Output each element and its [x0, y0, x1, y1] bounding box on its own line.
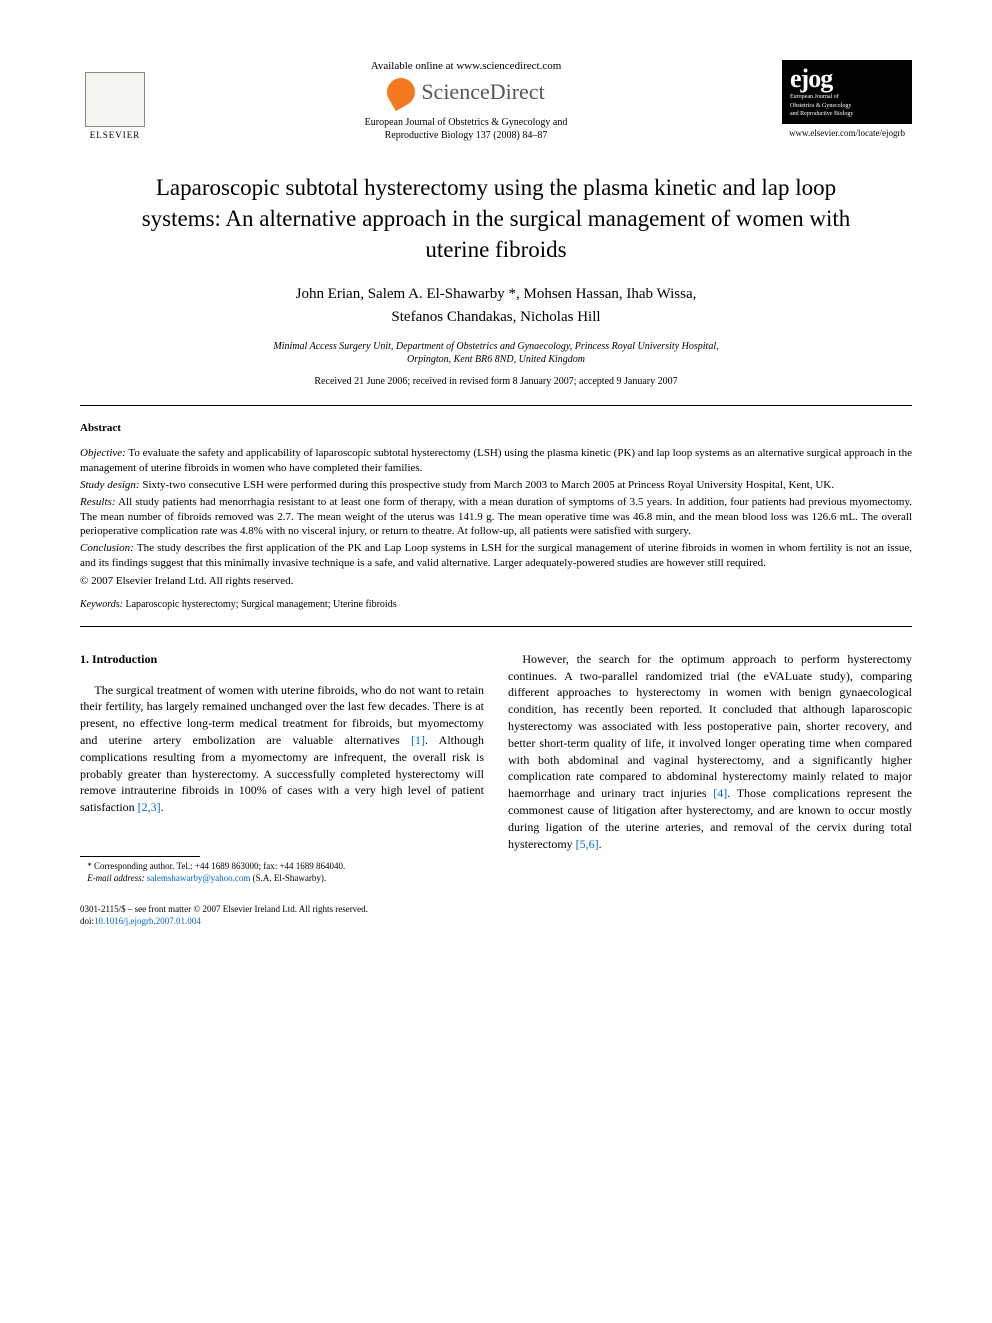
abstract-design: Study design: Sixty-two consecutive LSH … — [80, 478, 912, 493]
ref-1-link[interactable]: [1] — [411, 733, 425, 747]
abstract-copyright: © 2007 Elsevier Ireland Ltd. All rights … — [80, 575, 912, 587]
available-online-text: Available online at www.sciencedirect.co… — [170, 60, 762, 72]
footer-copyright: 0301-2115/$ – see front matter © 2007 El… — [80, 904, 912, 916]
keywords-text: Laparoscopic hysterectomy; Surgical mana… — [125, 599, 396, 610]
email-footnote: E-mail address: salemshawarby@yahoo.com … — [80, 873, 484, 885]
ejog-sub3: and Reproductive Biology — [790, 111, 904, 118]
conclusion-label: Conclusion: — [80, 542, 134, 554]
authors-line1: John Erian, Salem A. El-Shawarby *, Mohs… — [296, 286, 697, 302]
authors: John Erian, Salem A. El-Shawarby *, Mohs… — [80, 283, 912, 328]
abstract-conclusion: Conclusion: The study describes the firs… — [80, 541, 912, 571]
intro-para-1: The surgical treatment of women with ute… — [80, 682, 484, 816]
results-text: All study patients had menorrhagia resis… — [80, 496, 912, 538]
left-column: 1. Introduction The surgical treatment o… — [80, 651, 484, 885]
sciencedirect-logo: ScienceDirect — [170, 78, 762, 106]
elsevier-tree-icon — [85, 72, 145, 127]
journal-citation-line1: European Journal of Obstetrics & Gynecol… — [170, 116, 762, 129]
results-label: Results: — [80, 496, 115, 508]
ejog-main-text: ejog — [790, 66, 904, 92]
authors-line2: Stefanos Chandakas, Nicholas Hill — [391, 309, 600, 325]
ejog-box: ejog European Journal of Obstetrics & Gy… — [782, 60, 912, 124]
conclusion-text: The study describes the first applicatio… — [80, 542, 912, 569]
ref-5-6-link[interactable]: [5,6] — [576, 837, 599, 851]
para2-part3: . — [599, 837, 602, 851]
footer-doi: doi:10.1016/j.ejogrb.2007.01.004 — [80, 916, 912, 928]
abstract-section: Abstract Objective: To evaluate the safe… — [80, 422, 912, 610]
abstract-results: Results: All study patients had menorrha… — [80, 495, 912, 540]
para2-part1: However, the search for the optimum appr… — [508, 652, 912, 800]
objective-text: To evaluate the safety and applicability… — [80, 447, 912, 474]
keywords: Keywords: Laparoscopic hysterectomy; Sur… — [80, 599, 912, 610]
affiliation-line2: Orpington, Kent BR6 8ND, United Kingdom — [407, 354, 585, 365]
doi-label: doi: — [80, 916, 94, 926]
journal-citation-line2: Reproductive Biology 137 (2008) 84–87 — [170, 129, 762, 142]
keywords-label: Keywords: — [80, 599, 123, 610]
design-text: Sixty-two consecutive LSH were performed… — [142, 479, 834, 491]
rule-top — [80, 405, 912, 406]
rule-bottom — [80, 626, 912, 627]
footnote-rule — [80, 856, 200, 857]
elsevier-text: ELSEVIER — [90, 130, 141, 140]
ejog-sub1: European Journal of — [790, 94, 904, 101]
journal-url: www.elsevier.com/locate/ejogrb — [782, 128, 912, 138]
ref-2-3-link[interactable]: [2,3] — [138, 800, 161, 814]
affiliation: Minimal Access Surgery Unit, Department … — [80, 340, 912, 366]
ejog-journal-logo: ejog European Journal of Obstetrics & Gy… — [782, 60, 912, 138]
abstract-heading: Abstract — [80, 422, 912, 434]
affiliation-line1: Minimal Access Surgery Unit, Department … — [273, 341, 718, 352]
sciencedirect-text: ScienceDirect — [421, 79, 544, 105]
article-dates: Received 21 June 2006; received in revis… — [80, 376, 912, 387]
email-suffix: (S.A. El-Shawarby). — [253, 873, 327, 883]
header-row: ELSEVIER Available online at www.science… — [80, 60, 912, 142]
article-title: Laparoscopic subtotal hysterectomy using… — [120, 172, 872, 265]
right-column: However, the search for the optimum appr… — [508, 651, 912, 885]
center-header: Available online at www.sciencedirect.co… — [150, 60, 782, 142]
email-link[interactable]: salemshawarby@yahoo.com — [147, 873, 251, 883]
abstract-objective: Objective: To evaluate the safety and ap… — [80, 446, 912, 476]
sciencedirect-swoosh-icon — [382, 73, 420, 111]
page-footer: 0301-2115/$ – see front matter © 2007 El… — [80, 904, 912, 927]
intro-para-2: However, the search for the optimum appr… — [508, 651, 912, 853]
objective-label: Objective: — [80, 447, 126, 459]
body-columns: 1. Introduction The surgical treatment o… — [80, 651, 912, 885]
email-label: E-mail address: — [87, 873, 144, 883]
para1-part3: . — [161, 800, 164, 814]
elsevier-logo: ELSEVIER — [80, 60, 150, 140]
section-1-heading: 1. Introduction — [80, 651, 484, 668]
corresponding-author-footnote: * Corresponding author. Tel.: +44 1689 8… — [80, 861, 484, 873]
doi-link[interactable]: 10.1016/j.ejogrb.2007.01.004 — [94, 916, 201, 926]
ejog-sub2: Obstetrics & Gynecology — [790, 103, 904, 110]
journal-citation: European Journal of Obstetrics & Gynecol… — [170, 116, 762, 142]
ref-4-link[interactable]: [4] — [713, 786, 727, 800]
design-label: Study design: — [80, 479, 140, 491]
